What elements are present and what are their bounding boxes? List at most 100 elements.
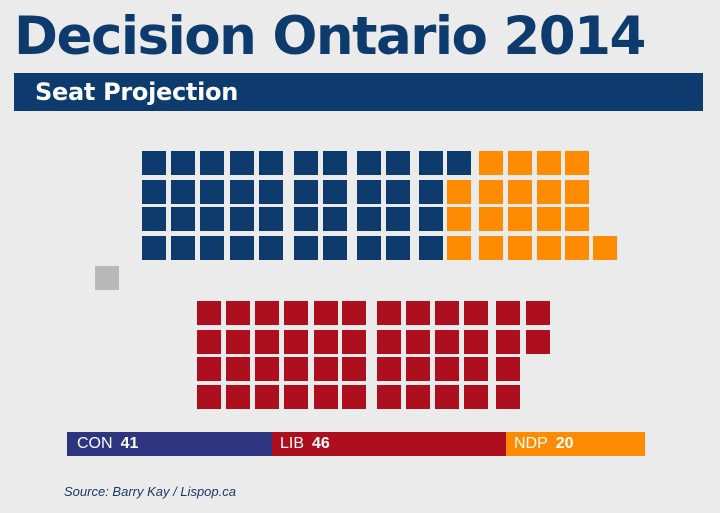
seat-con-18	[259, 207, 283, 231]
page-title: Decision Ontario 2014	[14, 6, 646, 67]
seat-lib-15	[284, 385, 308, 409]
seat-lib-39	[464, 385, 488, 409]
seat-lib-3	[197, 385, 221, 409]
seat-con-8	[200, 151, 224, 175]
seat-con-29	[357, 180, 381, 204]
seat-con-5	[171, 180, 195, 204]
seat-ndp-8	[479, 207, 503, 231]
seat-lib-0	[197, 301, 221, 325]
seat-lib-42	[496, 357, 520, 381]
seat-lib-20	[342, 301, 366, 325]
seat-ndp-9	[479, 236, 503, 260]
seat-lib-7	[226, 385, 250, 409]
seat-con-1	[142, 180, 166, 204]
seat-lib-22	[342, 357, 366, 381]
seat-lib-32	[435, 301, 459, 325]
legend-con: CON 41	[67, 432, 272, 456]
seat-ndp-14	[537, 207, 561, 231]
seat-con-37	[419, 180, 443, 204]
seat-lib-37	[464, 330, 488, 354]
seat-con-30	[357, 207, 381, 231]
seat-ndp-3	[565, 151, 589, 175]
seat-lib-6	[226, 357, 250, 381]
seat-lib-5	[226, 330, 250, 354]
seat-lib-24	[377, 301, 401, 325]
seat-lib-34	[435, 357, 459, 381]
seat-con-6	[171, 207, 195, 231]
seat-con-0	[142, 151, 166, 175]
seat-con-10	[200, 207, 224, 231]
seat-con-24	[323, 151, 347, 175]
source-note: Source: Barry Kay / Lispop.ca	[64, 484, 236, 499]
seat-con-14	[230, 207, 254, 231]
seat-con-20	[294, 151, 318, 175]
seat-lib-12	[284, 301, 308, 325]
seat-con-13	[230, 180, 254, 204]
legend-lib-value: 46	[312, 435, 330, 452]
seat-con-38	[419, 207, 443, 231]
seat-lib-4	[226, 301, 250, 325]
seat-ndp-17	[565, 207, 589, 231]
seat-lib-28	[406, 301, 430, 325]
seat-con-33	[386, 180, 410, 204]
seat-con-31	[357, 236, 381, 260]
seat-con-19	[259, 236, 283, 260]
seat-con-25	[323, 180, 347, 204]
seat-ndp-1	[508, 151, 532, 175]
seat-ndp-7	[479, 180, 503, 204]
seat-lib-33	[435, 330, 459, 354]
seat-ndp-0	[479, 151, 503, 175]
seat-con-39	[419, 236, 443, 260]
seat-con-3	[142, 236, 166, 260]
seat-ndp-18	[565, 236, 589, 260]
seat-con-15	[230, 236, 254, 260]
seat-con-9	[200, 180, 224, 204]
seat-lib-31	[406, 385, 430, 409]
seat-ndp-13	[537, 180, 561, 204]
seat-lib-14	[284, 357, 308, 381]
seat-lib-19	[314, 385, 338, 409]
seat-lib-1	[197, 330, 221, 354]
seat-con-22	[294, 207, 318, 231]
seat-con-40	[447, 151, 471, 175]
seat-other-0	[95, 266, 119, 290]
seat-ndp-6	[447, 236, 471, 260]
legend-ndp-label: NDP	[514, 435, 548, 452]
seat-lib-40	[496, 301, 520, 325]
seat-con-27	[323, 236, 347, 260]
seat-ndp-4	[447, 180, 471, 204]
seat-ndp-19	[593, 236, 617, 260]
seat-lib-44	[526, 301, 550, 325]
seat-con-32	[386, 151, 410, 175]
seat-lib-26	[377, 357, 401, 381]
seat-lib-27	[377, 385, 401, 409]
seat-lib-36	[464, 301, 488, 325]
seat-con-2	[142, 207, 166, 231]
seat-ndp-16	[565, 180, 589, 204]
seat-lib-9	[255, 330, 279, 354]
seat-lib-13	[284, 330, 308, 354]
seat-lib-16	[314, 301, 338, 325]
seat-con-7	[171, 236, 195, 260]
seat-lib-11	[255, 385, 279, 409]
seat-con-34	[386, 207, 410, 231]
seat-ndp-15	[537, 236, 561, 260]
seat-con-4	[171, 151, 195, 175]
seat-lib-10	[255, 357, 279, 381]
seat-lib-41	[496, 330, 520, 354]
seat-con-36	[419, 151, 443, 175]
seat-ndp-5	[447, 207, 471, 231]
seat-con-11	[200, 236, 224, 260]
seat-lib-38	[464, 357, 488, 381]
seat-lib-21	[342, 330, 366, 354]
seat-ndp-10	[508, 180, 532, 204]
seat-con-28	[357, 151, 381, 175]
seat-lib-2	[197, 357, 221, 381]
seat-lib-30	[406, 357, 430, 381]
seat-lib-25	[377, 330, 401, 354]
seat-con-12	[230, 151, 254, 175]
seat-con-26	[323, 207, 347, 231]
legend-lib-label: LIB	[280, 435, 305, 452]
seat-con-35	[386, 236, 410, 260]
legend-ndp-value: 20	[555, 435, 574, 452]
